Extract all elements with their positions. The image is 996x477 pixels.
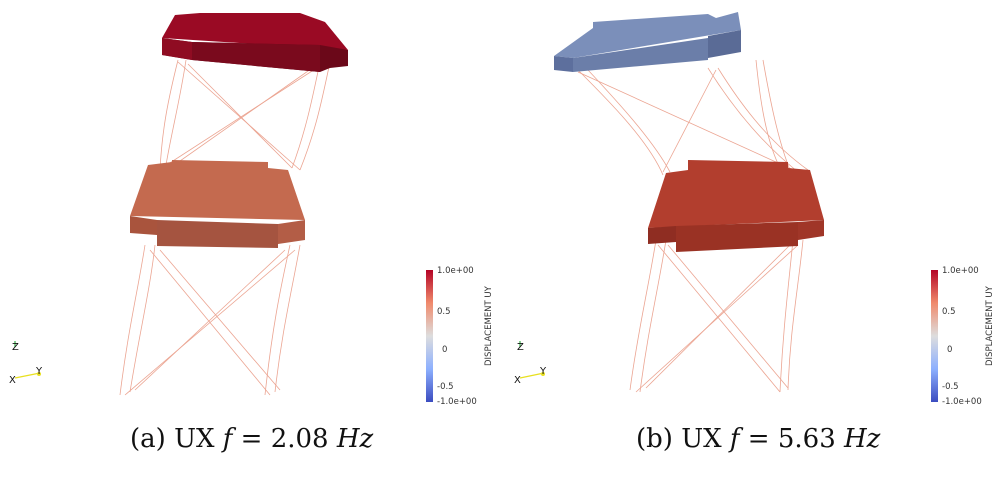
caption-unit: Hz (844, 424, 881, 454)
caption-freq-var: f (222, 424, 233, 454)
colorbar-title: DISPLACEMENT UY (985, 285, 995, 366)
mode-shape-render-a: Z X Y 1.0e+00 0.5 0 -0.5 -1.0e+00 DISPLA… (9, 13, 494, 407)
caption-mode: UX (681, 424, 722, 454)
colorbar-tick-max: 1.0e+00 (437, 266, 474, 276)
colorbar-tick-neg-half: -0.5 (437, 382, 454, 392)
colorbar-tick-half: 0.5 (942, 307, 956, 317)
axis-x-label: X (514, 375, 521, 386)
bottom-floor-slab (648, 160, 824, 252)
column-wires (119, 59, 331, 396)
colorbar-tick-half: 0.5 (437, 307, 451, 317)
colorbar-tick-zero: 0 (442, 345, 447, 355)
axes-triad: Z X Y (9, 341, 43, 386)
colorbar-gradient (426, 270, 433, 402)
colorbar: 1.0e+00 0.5 0 -0.5 -1.0e+00 DISPLACEMENT… (426, 266, 494, 407)
caption-freq-value: 2.08 (270, 424, 329, 454)
colorbar-tick-min: -1.0e+00 (942, 397, 982, 407)
caption-equals: = (240, 424, 263, 454)
caption-freq-var: f (729, 424, 740, 454)
colorbar-title: DISPLACEMENT UY (484, 285, 494, 366)
colorbar-gradient (931, 270, 938, 402)
caption-label: (b) (636, 424, 673, 454)
top-floor-slab (162, 13, 348, 72)
mode-shape-render-b: Z X Y 1.0e+00 0.5 0 -0.5 -1.0e+00 DISPLA… (514, 12, 995, 407)
axis-y-label: Y (35, 366, 43, 377)
caption-a: (a) UX f = 2.08 Hz (130, 424, 373, 454)
axis-z-label: Z (517, 342, 524, 353)
colorbar-tick-neg-half: -0.5 (942, 382, 959, 392)
column-wires (577, 59, 809, 393)
top-floor-slab (554, 12, 741, 72)
axis-x-label: X (9, 375, 16, 386)
caption-mode: UX (174, 424, 215, 454)
figure-panel-b: Z X Y 1.0e+00 0.5 0 -0.5 -1.0e+00 DISPLA… (498, 0, 996, 415)
caption-unit: Hz (336, 424, 374, 454)
axis-y-label: Y (539, 366, 547, 377)
caption-freq-value: 5.63 (777, 424, 836, 454)
caption-label: (a) (130, 424, 166, 454)
colorbar-tick-zero: 0 (947, 345, 952, 355)
caption-b: (b) UX f = 5.63 Hz (636, 424, 880, 454)
axis-z-label: Z (12, 342, 19, 353)
bottom-floor-slab (130, 160, 305, 248)
axes-triad: Z X Y (514, 341, 547, 386)
colorbar-tick-max: 1.0e+00 (942, 266, 979, 276)
colorbar: 1.0e+00 0.5 0 -0.5 -1.0e+00 DISPLACEMENT… (931, 266, 995, 407)
figure-panel-a: Z X Y 1.0e+00 0.5 0 -0.5 -1.0e+00 DISPLA… (0, 0, 498, 415)
colorbar-tick-min: -1.0e+00 (437, 397, 477, 407)
caption-equals: = (747, 424, 770, 454)
